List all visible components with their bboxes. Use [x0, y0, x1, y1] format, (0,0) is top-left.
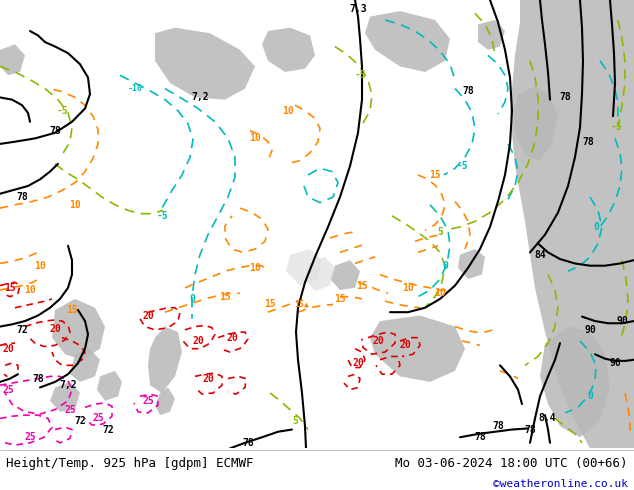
Text: 25: 25: [142, 396, 154, 406]
Polygon shape: [370, 316, 465, 382]
Text: 0: 0: [442, 261, 448, 270]
Text: 0: 0: [587, 392, 593, 401]
Polygon shape: [540, 326, 610, 437]
Polygon shape: [286, 249, 322, 286]
Text: Height/Temp. 925 hPa [gdpm] ECMWF: Height/Temp. 925 hPa [gdpm] ECMWF: [6, 457, 254, 469]
Text: -5: -5: [354, 70, 366, 80]
Text: 15: 15: [219, 292, 231, 302]
Text: 20: 20: [352, 358, 364, 368]
Text: 20: 20: [142, 311, 154, 320]
Polygon shape: [305, 257, 335, 291]
Polygon shape: [155, 27, 255, 99]
Text: 5: 5: [292, 416, 298, 426]
Polygon shape: [0, 44, 25, 75]
Polygon shape: [97, 371, 122, 401]
Text: 90: 90: [584, 325, 596, 335]
Text: -5: -5: [56, 106, 68, 116]
Polygon shape: [52, 299, 105, 360]
Polygon shape: [50, 382, 80, 412]
Text: 15: 15: [356, 281, 368, 291]
Text: 0: 0: [593, 222, 599, 232]
Text: 72: 72: [102, 424, 114, 435]
Polygon shape: [365, 11, 450, 72]
Text: 72: 72: [74, 416, 86, 426]
Text: 10: 10: [282, 106, 294, 116]
Text: 7,3: 7,3: [349, 4, 367, 14]
Text: 78: 78: [16, 192, 28, 202]
Text: 25: 25: [2, 385, 14, 394]
Text: 78: 78: [524, 424, 536, 435]
Text: 10: 10: [434, 288, 446, 298]
Text: Mo 03-06-2024 18:00 UTC (00+66): Mo 03-06-2024 18:00 UTC (00+66): [395, 457, 628, 469]
Text: 78: 78: [559, 93, 571, 102]
Text: ©weatheronline.co.uk: ©weatheronline.co.uk: [493, 479, 628, 489]
Text: 78: 78: [582, 137, 594, 147]
Text: 15: 15: [429, 170, 441, 180]
Text: 90: 90: [609, 358, 621, 368]
Text: 20: 20: [226, 333, 238, 343]
Text: 20: 20: [2, 343, 14, 354]
Text: 10: 10: [402, 283, 414, 293]
Text: 20: 20: [49, 324, 61, 334]
Text: 15▲: 15▲: [295, 300, 309, 309]
Text: 20: 20: [202, 373, 214, 384]
Text: 10: 10: [249, 133, 261, 144]
Text: -10: -10: [127, 84, 143, 93]
Text: -5: -5: [156, 211, 168, 221]
Text: 15: 15: [334, 294, 346, 304]
Text: 90: 90: [616, 316, 628, 326]
Text: 15: 15: [66, 305, 78, 315]
Polygon shape: [330, 260, 360, 290]
Text: 25: 25: [64, 405, 76, 415]
Text: 10: 10: [24, 285, 36, 295]
Text: 20: 20: [399, 341, 411, 350]
Polygon shape: [155, 388, 175, 415]
Text: 0: 0: [189, 294, 195, 304]
Text: 78: 78: [474, 432, 486, 442]
Text: 8,4: 8,4: [538, 414, 556, 423]
Text: 10: 10: [249, 263, 261, 273]
Text: 78: 78: [492, 421, 504, 431]
Text: 25: 25: [92, 414, 104, 423]
Text: 20: 20: [372, 336, 384, 346]
Text: 72: 72: [16, 325, 28, 335]
Polygon shape: [262, 27, 315, 72]
Text: 15: 15: [4, 283, 16, 293]
Text: 7,2: 7,2: [59, 380, 77, 390]
Polygon shape: [458, 249, 485, 279]
Text: 15: 15: [264, 299, 276, 310]
Polygon shape: [70, 349, 100, 382]
Text: 20: 20: [192, 336, 204, 346]
Text: 84: 84: [534, 249, 546, 260]
Polygon shape: [478, 20, 505, 50]
Text: 78: 78: [32, 373, 44, 384]
Text: 78: 78: [462, 86, 474, 96]
Text: 78: 78: [242, 438, 254, 448]
Text: 10: 10: [34, 261, 46, 270]
Text: 5: 5: [437, 227, 443, 238]
Text: 25: 25: [24, 432, 36, 442]
Text: 7,2: 7,2: [191, 93, 209, 102]
Text: 10: 10: [69, 200, 81, 210]
Polygon shape: [148, 326, 182, 393]
Text: -5: -5: [610, 122, 622, 132]
Polygon shape: [514, 86, 558, 161]
Polygon shape: [510, 0, 634, 448]
Text: -5: -5: [456, 161, 468, 171]
Text: 78: 78: [49, 125, 61, 136]
